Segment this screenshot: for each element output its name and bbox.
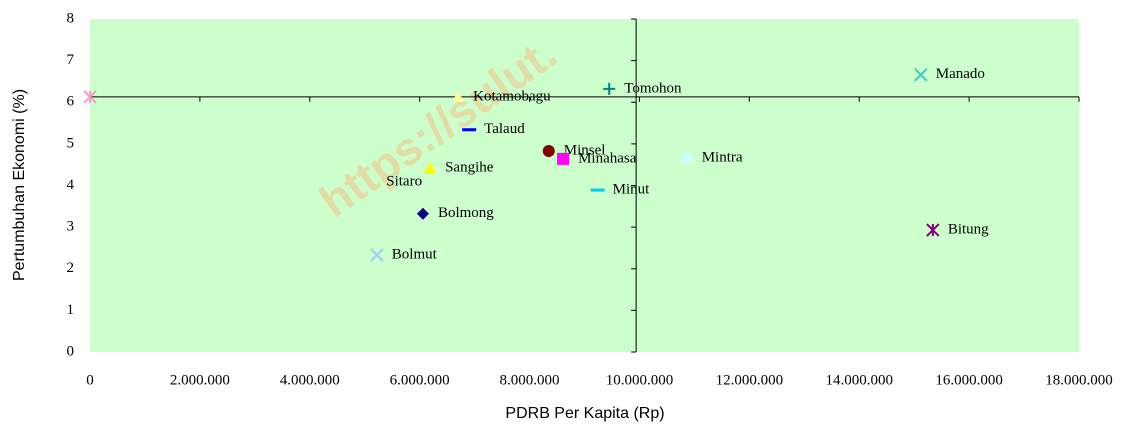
point	[424, 162, 437, 174]
x-tick-label: 14.000.000	[825, 372, 893, 388]
y-tick-label: 3	[67, 219, 75, 235]
y-tick-label: 7	[67, 52, 75, 68]
x-tick-label: 4.000.000	[280, 372, 340, 388]
point-label: Minahasa	[578, 150, 637, 166]
x-tick-label: 8.000.000	[500, 372, 560, 388]
x-tick-label: 16.000.000	[935, 372, 1003, 388]
point	[452, 90, 465, 102]
point-label: Kotamobagu	[473, 88, 551, 104]
point	[680, 152, 693, 165]
point	[914, 68, 928, 82]
y-axis-label: Pertumbuhan Ekonomi (%)	[11, 89, 28, 281]
x-tick-label: 10.000.000	[606, 372, 674, 388]
point	[83, 90, 97, 104]
point-label: Minut	[613, 182, 651, 198]
point-label: Bitung	[948, 221, 989, 237]
point-label: Bolmong	[438, 205, 494, 221]
x-tick-label: 12.000.000	[716, 372, 784, 388]
point	[370, 248, 384, 262]
x-tick-label: 6.000.000	[390, 372, 450, 388]
point	[416, 207, 429, 220]
y-tick-label: 2	[67, 260, 75, 276]
point-label: Talaud	[484, 121, 525, 137]
point-label: Bolmut	[392, 246, 438, 262]
y-tick-label: 1	[67, 302, 75, 318]
x-tick-label: 0	[86, 372, 94, 388]
x-axis-label: PDRB Per Kapita (Rp)	[505, 405, 664, 422]
point-label: Sitaro	[386, 173, 422, 189]
point	[926, 223, 940, 237]
y-tick-label: 4	[67, 177, 75, 193]
point-label: Sangihe	[445, 159, 494, 175]
point	[542, 144, 555, 157]
point-label: Mintra	[702, 149, 743, 165]
y-tick-label: 6	[67, 94, 75, 110]
point-label: Manado	[936, 66, 985, 82]
y-tick-label: 0	[67, 343, 75, 359]
x-tick-label: 18.000.000	[1045, 372, 1113, 388]
y-tick-label: 8	[67, 10, 75, 26]
point-label: Minsel	[564, 142, 606, 158]
plot-area	[90, 19, 1079, 352]
point	[557, 152, 570, 165]
point-label: Tomohon	[624, 80, 682, 96]
y-tick-label: 5	[67, 135, 75, 151]
point	[603, 82, 616, 95]
x-tick-label: 2.000.000	[170, 372, 230, 388]
